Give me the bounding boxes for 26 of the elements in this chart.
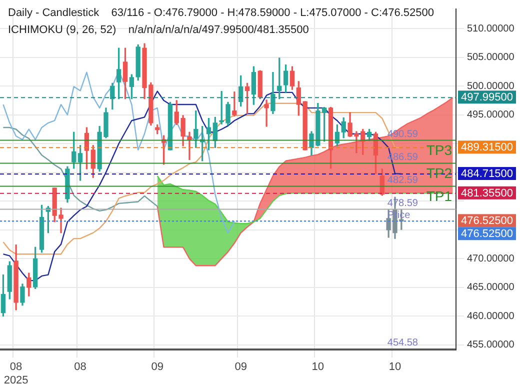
x-tick-label: 10 [312,361,324,374]
ref-line-label: 484.71500 [461,168,513,180]
y-tick-label: 510.00000 [467,23,515,34]
text: ICHIMOKU (9, 26, 52) n/a/n/a/n/a/n/a/497.99500/481.35500 [8,23,310,38]
annotation: 454.58 [387,337,418,348]
chart-title: Daily - Candlestick 63/116 - O:476.79000 - H:478.59000 - L:475.07000 - C:476.52500 [8,6,434,21]
x-tick-label: 08 [74,361,86,374]
x-tick-label: 09 [234,361,247,374]
annotation: 482.59 [387,175,418,186]
x-tick-label: 09 [151,361,164,374]
y-tick-label: 500.00000 [467,80,515,92]
ref-line-label: 481.35500 [461,187,513,200]
y-tick-label: 455.00000 [467,340,515,351]
x-tick-label: 08 2025 [4,361,28,386]
x-tick-label: 10 [388,361,402,374]
ref-line-label: TP3 [426,142,452,158]
ref-line-label: 476.52500 [461,215,513,228]
ref-line-label: 476.52500 [461,228,513,240]
y-tick-label: 460.00000 [467,310,515,322]
y-tick-label: 465.00000 [467,282,515,294]
y-tick-label: 470.00000 [467,253,515,264]
y-tick-label: 505.00000 [467,52,515,64]
ref-line-label: 489.31500 [461,142,513,154]
annotation: 490.59 [387,128,418,140]
ref-line-label: 497.99500 [461,92,513,104]
y-tick-label: 495.00000 [467,110,515,121]
